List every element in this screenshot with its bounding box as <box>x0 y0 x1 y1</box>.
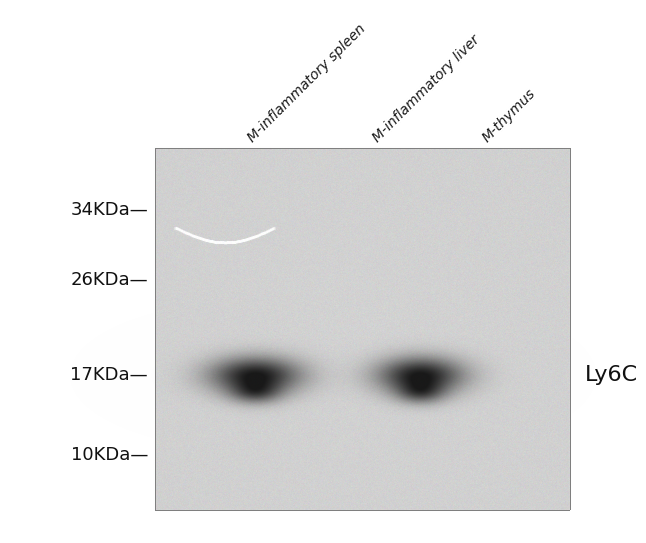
Text: 34KDa—: 34KDa— <box>70 201 148 219</box>
Text: 26KDa—: 26KDa— <box>70 271 148 289</box>
Text: M-thymus: M-thymus <box>480 86 539 145</box>
Text: 17KDa—: 17KDa— <box>70 366 148 384</box>
Text: Ly6C: Ly6C <box>585 365 638 385</box>
Text: 10KDa—: 10KDa— <box>70 446 148 464</box>
Text: M-inflammatory liver: M-inflammatory liver <box>370 33 483 145</box>
Text: M-inflammatory spleen: M-inflammatory spleen <box>245 22 368 145</box>
